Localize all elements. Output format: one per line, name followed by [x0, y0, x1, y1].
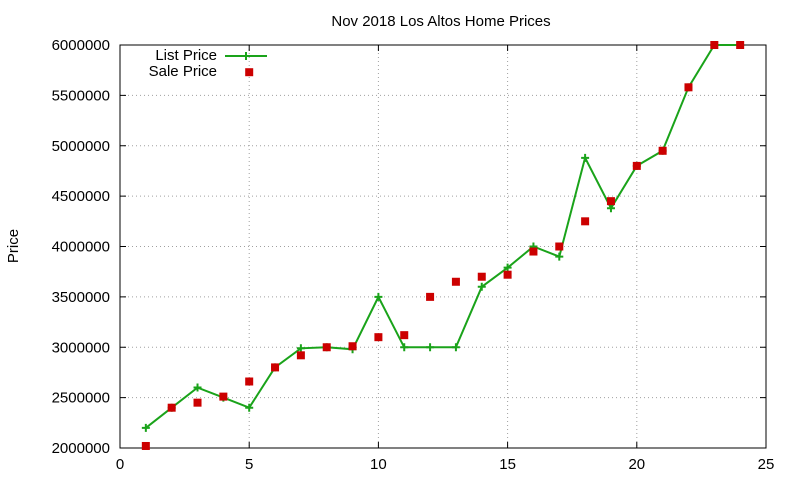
legend-label-sale-price: Sale Price [149, 63, 217, 80]
sale-price-point [710, 41, 719, 49]
chart-title: Nov 2018 Los Altos Home Prices [331, 13, 550, 30]
series-layer [141, 41, 745, 450]
plot-frame [119, 44, 767, 449]
legend-label-list-price: List Price [155, 47, 217, 64]
y-tick-label: 4000000 [52, 239, 110, 256]
sale-price-point [271, 363, 280, 372]
x-tick-label: 20 [628, 456, 645, 473]
y-tick-label: 2000000 [52, 440, 110, 457]
legend-swatch-sale-price [245, 68, 254, 77]
y-tick-label: 6000000 [52, 37, 110, 54]
legend-marker-list-price [242, 52, 250, 60]
list-price-point [141, 423, 150, 432]
sale-price-point [141, 441, 150, 450]
x-tick-label: 10 [370, 456, 387, 473]
x-tick-label: 15 [499, 456, 516, 473]
list-price-point [193, 383, 202, 392]
list-price-point [296, 344, 305, 353]
list-price-point [426, 343, 435, 352]
sale-price-point [529, 247, 538, 256]
sale-price-point [451, 277, 460, 286]
list-price-point [555, 252, 564, 261]
list-price-point [477, 282, 486, 291]
list-price-point [451, 343, 460, 352]
sale-price-point [296, 351, 305, 360]
list-price-point [503, 263, 512, 272]
list-price-point [245, 403, 254, 412]
sale-price-point [245, 377, 254, 386]
series-line-list-price [145, 44, 741, 429]
sale-price-point [374, 333, 383, 342]
list-price-point [374, 292, 383, 301]
sale-price-point [658, 146, 667, 155]
x-tick-label: 25 [758, 456, 775, 473]
y-tick-label: 5000000 [52, 138, 110, 155]
sale-price-point [426, 292, 435, 301]
sale-price-point [581, 217, 590, 226]
y-tick-label: 5500000 [52, 87, 110, 104]
list-price-point [400, 343, 409, 352]
grid-lines [120, 45, 766, 448]
x-tick-label: 0 [116, 456, 124, 473]
y-axis-label: Price [5, 229, 22, 263]
sale-price-point [400, 331, 409, 340]
sale-price-point [632, 161, 641, 170]
sale-price-point [684, 83, 693, 92]
x-tick-label: 5 [245, 456, 253, 473]
y-tick-label: 3000000 [52, 339, 110, 356]
sale-price-point [219, 392, 228, 401]
y-tick-label: 3500000 [52, 289, 110, 306]
sale-price-point [503, 270, 512, 279]
list-price-point [606, 204, 615, 213]
legend: List Price Sale Price [149, 47, 267, 80]
sale-price-point [736, 41, 745, 49]
y-tick-label: 2500000 [52, 390, 110, 407]
y-tick-label: 4500000 [52, 188, 110, 205]
sale-price-point [348, 342, 357, 351]
sale-price-point [555, 242, 564, 251]
axis-ticks: 0 5 10 15 20 25 2000000 2500000 3000000 3500000 40… [52, 37, 775, 473]
sale-price-point [606, 197, 615, 206]
list-price-point [581, 153, 590, 162]
sale-price-point [167, 403, 176, 412]
sale-price-point [193, 398, 202, 407]
sale-price-point [477, 272, 486, 281]
sale-price-point [322, 343, 331, 352]
